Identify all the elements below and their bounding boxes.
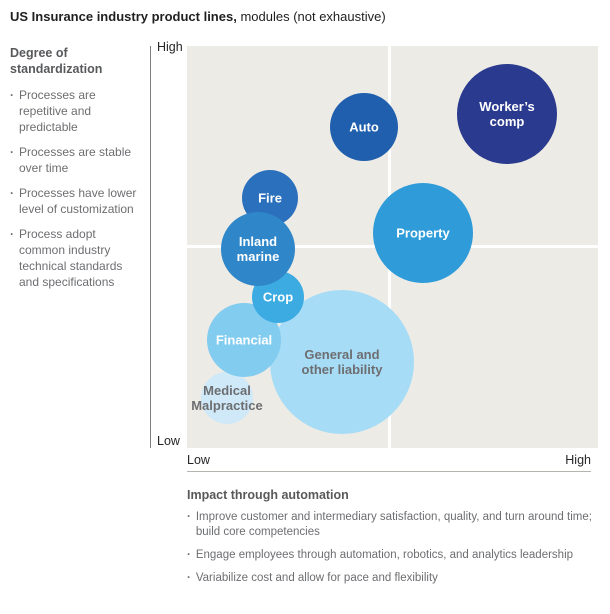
page-title-regular: modules (not exhaustive) xyxy=(236,9,386,24)
x-axis-low-label: Low xyxy=(187,453,210,467)
bubble-property: Property xyxy=(373,183,473,283)
standardization-bullet-item: Process adopt common industry technical … xyxy=(10,226,142,290)
bubble-label-property: Property xyxy=(396,225,450,241)
bubble-workers-comp: Worker’s comp xyxy=(457,64,557,164)
x-axis-line xyxy=(187,471,591,472)
bubble-label-medical-malpractice: Medical Malpractice xyxy=(191,383,263,413)
x-axis-labels: Low High xyxy=(187,453,591,467)
standardization-bullet-item: Processes are stable over time xyxy=(10,144,142,176)
x-axis-title: Impact through automation xyxy=(187,488,349,502)
bubble-medical-malpractice: Medical Malpractice xyxy=(191,372,263,424)
automation-bullet-item: Engage employees through automation, rob… xyxy=(187,548,601,563)
standardization-bullet-item: Processes have lower level of customizat… xyxy=(10,185,142,217)
standardization-panel: Degree of standardization Processes are … xyxy=(10,45,142,299)
standardization-bullet-item: Processes are repetitive and predictable xyxy=(10,87,142,135)
bubble-label-auto: Auto xyxy=(349,119,379,135)
bubble-label-general-other-liability: General and other liability xyxy=(301,347,383,377)
y-axis-title: Degree of standardization xyxy=(10,46,103,76)
bubble-label-workers-comp: Worker’s comp xyxy=(479,99,535,129)
bubble-label-fire: Fire xyxy=(258,190,282,206)
page-title: US Insurance industry product lines, mod… xyxy=(10,9,386,24)
automation-bullet-item: Improve customer and intermediary satisf… xyxy=(187,510,601,540)
bubble-label-financial: Financial xyxy=(215,332,273,348)
bubble-label-crop: Crop xyxy=(262,289,294,305)
bubble-plot: General and other liability Medical Malpr… xyxy=(187,46,598,448)
bubble-auto: Auto xyxy=(330,93,398,161)
bubble-label-inland-marine: Inland marine xyxy=(236,234,280,264)
automation-bullet-list: Improve customer and intermediary satisf… xyxy=(187,510,601,586)
automation-bullet-item: Variabilize cost and allow for pace and … xyxy=(187,571,601,586)
x-axis-high-label: High xyxy=(565,453,591,467)
y-axis-line xyxy=(150,46,151,448)
y-axis-high-label: High xyxy=(157,40,183,54)
automation-panel: Impact through automation Improve custom… xyxy=(187,487,601,594)
standardization-bullet-list: Processes are repetitive and predictable… xyxy=(10,87,142,290)
y-axis-low-label: Low xyxy=(157,434,180,448)
page-title-bold: US Insurance industry product lines, xyxy=(10,9,237,24)
bubble-inland-marine: Inland marine xyxy=(221,212,295,286)
